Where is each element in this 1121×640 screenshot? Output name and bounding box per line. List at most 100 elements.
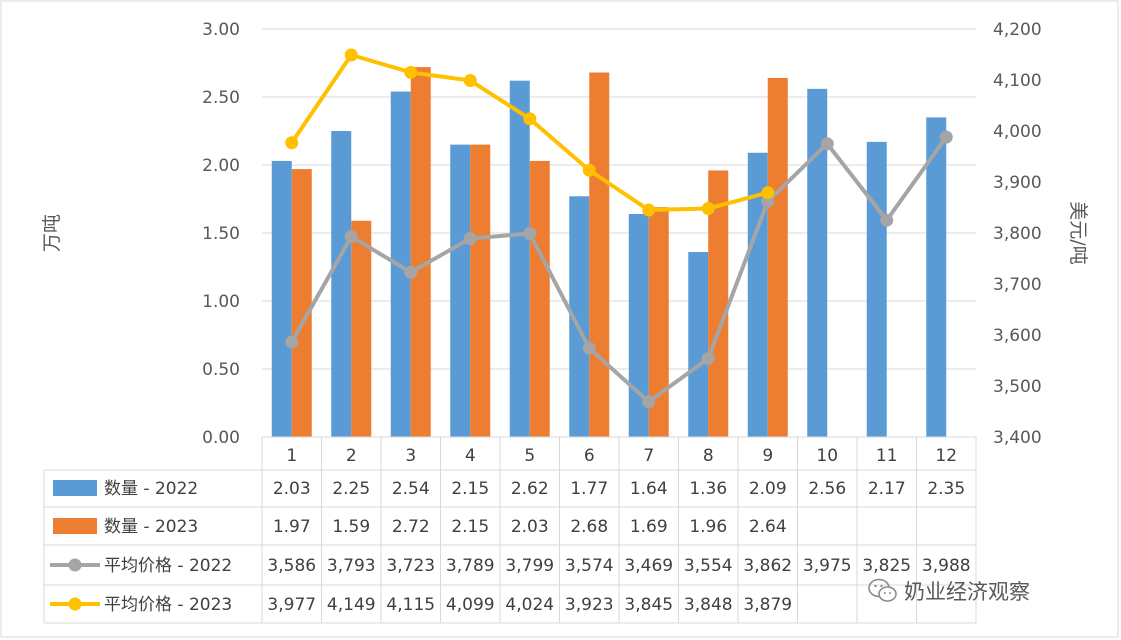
bar [450,144,471,437]
category-label: 4 [465,446,476,466]
line-point [582,341,596,355]
series-name: 平均价格 - 2022 [104,556,232,576]
data-label: 2.62 [511,479,549,499]
y-right-tick-label: 4,200 [993,20,1042,40]
data-label: 3,586 [267,556,316,576]
data-label: 4,024 [505,595,554,615]
data-label: 3,845 [624,595,673,615]
bar [767,77,788,438]
y-right-tick-label: 3,800 [993,224,1042,244]
data-label: 2.64 [749,517,787,537]
data-label: 2.03 [511,517,549,537]
y-right-tick-label: 4,100 [993,71,1042,91]
bar [331,131,352,437]
line-point [344,230,358,244]
data-label: 1.59 [332,517,370,537]
category-label: 3 [405,446,416,466]
data-label: 2.09 [749,479,787,499]
y-right-tick-label: 3,900 [993,173,1042,193]
data-label: 1.69 [630,517,668,537]
bar [470,144,491,437]
data-label: 3,825 [862,556,911,576]
line-series [285,48,953,409]
data-label: 3,848 [684,595,733,615]
category-label: 1 [286,446,297,466]
y-right-tick-label: 3,600 [993,326,1042,346]
data-label: 3,574 [565,556,614,576]
category-label: 10 [816,446,838,466]
line-point [701,351,715,365]
bar [807,88,828,437]
category-label: 2 [346,446,357,466]
data-label: 3,975 [803,556,852,576]
data-label: 2.56 [808,479,846,499]
bar [291,169,312,437]
line-point [582,163,596,177]
data-label: 1.36 [689,479,727,499]
data-label: 2.17 [868,479,906,499]
y-axis-left-title: 万吨 [41,214,63,252]
bar [747,152,768,437]
data-label: 3,988 [922,556,971,576]
category-label: 11 [876,446,898,466]
bar [351,220,372,437]
line-point [285,335,299,349]
category-label: 5 [524,446,535,466]
line-point [880,213,894,227]
watermark: 奶业经济观察 [868,574,1030,608]
bar [708,170,729,437]
y-axis-right-title: 美元/吨 [1067,201,1089,264]
line-point [404,65,418,79]
bar [271,160,292,438]
data-label: 1.96 [689,517,727,537]
y-right-tick-label: 3,700 [993,275,1042,295]
y-left-tick-label: 1.50 [202,224,240,244]
data-label: 2.15 [451,517,489,537]
category-label: 6 [584,446,595,466]
bar [926,117,947,438]
series-name: 数量 - 2023 [104,517,198,537]
data-label: 2.15 [451,479,489,499]
y-left-tick-label: 1.00 [202,292,240,312]
legend-key-bar [53,518,97,534]
category-label: 12 [935,446,957,466]
category-label: 9 [762,446,773,466]
legend-key-marker [68,558,82,572]
legend-key-marker [68,597,82,611]
data-label: 4,099 [446,595,495,615]
data-label: 3,469 [624,556,673,576]
data-label: 2.35 [927,479,965,499]
data-label: 4,149 [327,595,376,615]
data-label: 2.54 [392,479,430,499]
data-label: 3,862 [743,556,792,576]
legend-key-bar [53,480,97,496]
line-point [701,202,715,216]
series-name: 数量 - 2022 [104,479,198,499]
line-point [820,137,834,151]
y-left-tick-label: 3.00 [202,20,240,40]
y-left-tick-label: 2.00 [202,156,240,176]
data-label: 2.68 [570,517,608,537]
data-label: 3,879 [743,595,792,615]
bar [866,141,887,437]
data-label: 3,789 [446,556,495,576]
bar [569,196,590,437]
bar [648,207,669,437]
bar [628,213,649,437]
category-label: 7 [643,446,654,466]
wechat-icon [868,578,897,602]
data-label: 3,793 [327,556,376,576]
data-label: 2.25 [332,479,370,499]
y-right-tick-label: 4,000 [993,122,1042,142]
line-point [642,203,656,217]
bar [509,80,530,438]
data-label: 3,977 [267,595,316,615]
data-label: 2.72 [392,517,430,537]
data-label: 2.03 [273,479,311,499]
y-right-tick-label: 3,500 [993,377,1042,397]
line-point [761,186,775,200]
series-name: 平均价格 - 2023 [104,595,232,615]
line-point [642,395,656,409]
